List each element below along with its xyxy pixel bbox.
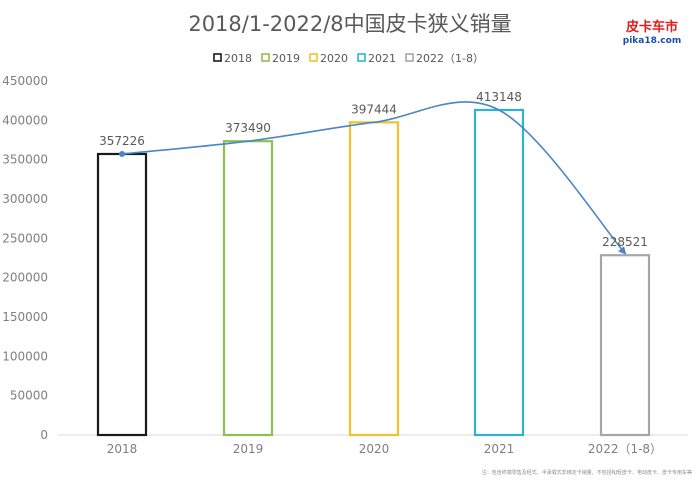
data-label: 413148 [476,90,522,104]
legend: 2018 2019 2020 2021 2022（1-8） [213,52,484,65]
data-label: 397444 [351,102,397,116]
footnote: 注：包含终端零售及经式、半承载式非绑定卡销量、不包括NJ轻皮卡、电动皮卡、皮卡专… [482,469,692,476]
data-label: 357226 [99,134,145,148]
bar-3 [473,108,525,437]
legend-label: 2019 [272,52,300,65]
legend-label: 2021 [368,52,396,65]
bar-2 [348,121,400,437]
x-tick-label: 2020 [359,442,390,456]
legend-swatch [405,53,414,62]
trend-start-dot [119,150,125,157]
bar-1 [222,140,274,437]
legend-swatch [309,53,318,62]
y-tick-label: 150000 [2,310,48,324]
data-labels: 357226 373490 397444 413148 228521 [99,90,648,249]
data-label: 228521 [602,235,648,249]
legend-swatch [213,53,222,62]
legend-swatch [261,53,270,62]
bar-0 [96,152,148,437]
legend-label: 2022（1-8） [416,52,484,65]
legend-label: 2020 [320,52,348,65]
y-tick-label: 250000 [2,231,48,245]
x-tick-label: 2019 [233,442,264,456]
y-tick-label: 200000 [2,271,48,285]
x-tick-label: 2021 [484,442,515,456]
y-tick-label: 450000 [2,74,48,88]
brand-name: 皮卡车市 [625,19,678,35]
data-label: 373490 [225,121,271,135]
y-tick-label: 350000 [2,153,48,167]
y-tick-label: 50000 [10,389,48,403]
y-tick-label: 300000 [2,192,48,206]
legend-label: 2018 [224,52,252,65]
x-tick-label: 2022（1-8） [588,442,662,456]
trend-line [119,101,627,255]
x-tick-label: 2018 [107,442,138,456]
y-axis: 0 50000 100000 150000 200000 250000 300000 3500… [2,74,48,442]
y-tick-label: 400000 [2,113,48,127]
x-axis: 2018 2019 2020 2021 2022（1-8） [107,442,662,456]
brand-logo: 皮卡车市 pika18.com [623,19,681,46]
bar-4 [599,254,651,437]
chart-title: 2018/1-2022/8中国皮卡狭义销量 [188,12,511,36]
trend-curve [121,101,627,255]
legend-swatch [357,53,366,62]
y-tick-label: 0 [40,428,48,442]
bars [96,108,651,437]
y-tick-label: 100000 [2,349,48,363]
brand-url: pika18.com [623,36,681,46]
